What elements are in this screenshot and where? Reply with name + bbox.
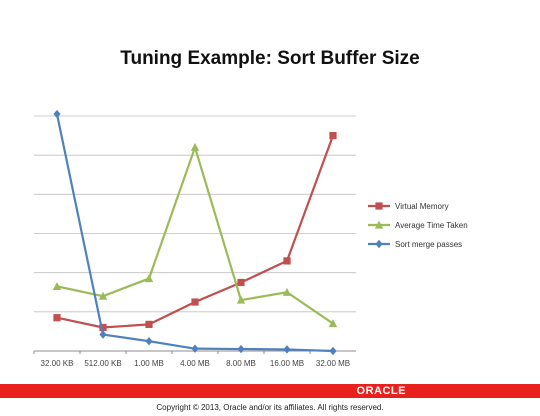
data-point [283,345,291,354]
data-point [99,330,107,339]
x-tick-label: 32.00 MB [316,359,350,368]
data-point [328,319,338,328]
data-point [98,291,108,300]
data-point [191,298,199,306]
x-tick-label: 16.00 MB [270,359,304,368]
data-point [282,287,292,296]
series-sort-merge-passes [53,109,337,356]
data-point [145,320,153,328]
x-tick-label: 32.00 KB [41,359,74,368]
legend-item: Average Time Taken [368,220,468,230]
legend-label: Virtual Memory [395,202,449,211]
x-axis: 32.00 KB 512.00 KB 1.00 MB 4.00 MB 8.00 MB 16… [33,350,356,368]
grid-lines [34,115,356,313]
data-point [283,257,291,265]
data-point [190,142,200,151]
data-point [53,109,61,119]
copyright-text: Copyright © 2013, Oracle and/or its affi… [156,403,384,412]
x-tick-label: 8.00 MB [226,359,256,368]
data-point [145,337,153,346]
slide-title: Tuning Example: Sort Buffer Size [120,48,420,69]
legend-item: Sort merge passes [368,239,462,249]
legend-label: Sort merge passes [395,240,462,249]
series-average-time-taken [52,142,338,328]
legend-item: Virtual Memory [368,202,449,211]
data-point [329,346,337,356]
data-point [237,344,245,354]
chart: 32.00 KB 512.00 KB 1.00 MB 4.00 MB 8.00 MB 16… [33,109,468,368]
data-point [191,344,199,353]
oracle-logo: ORACLE [356,385,406,397]
x-tick-label: 4.00 MB [180,359,210,368]
data-point [99,323,107,332]
legend-label: Average Time Taken [395,221,468,230]
data-point [53,314,61,322]
data-point [144,274,154,283]
data-point [52,281,62,290]
legend-marker [375,239,383,249]
legend: Virtual Memory Average Time Taken Sort mer… [368,202,468,249]
data-point [237,278,245,287]
series-layer [52,109,338,356]
legend-marker [375,202,383,210]
data-point [236,295,246,304]
x-tick-label: 512.00 KB [84,359,121,368]
legend-marker [374,220,384,229]
data-point [329,131,337,140]
x-tick-label: 1.00 MB [134,359,164,368]
series-line [56,146,334,325]
series-virtual-memory [53,131,337,332]
footer-bar: ORACLE [0,384,540,398]
